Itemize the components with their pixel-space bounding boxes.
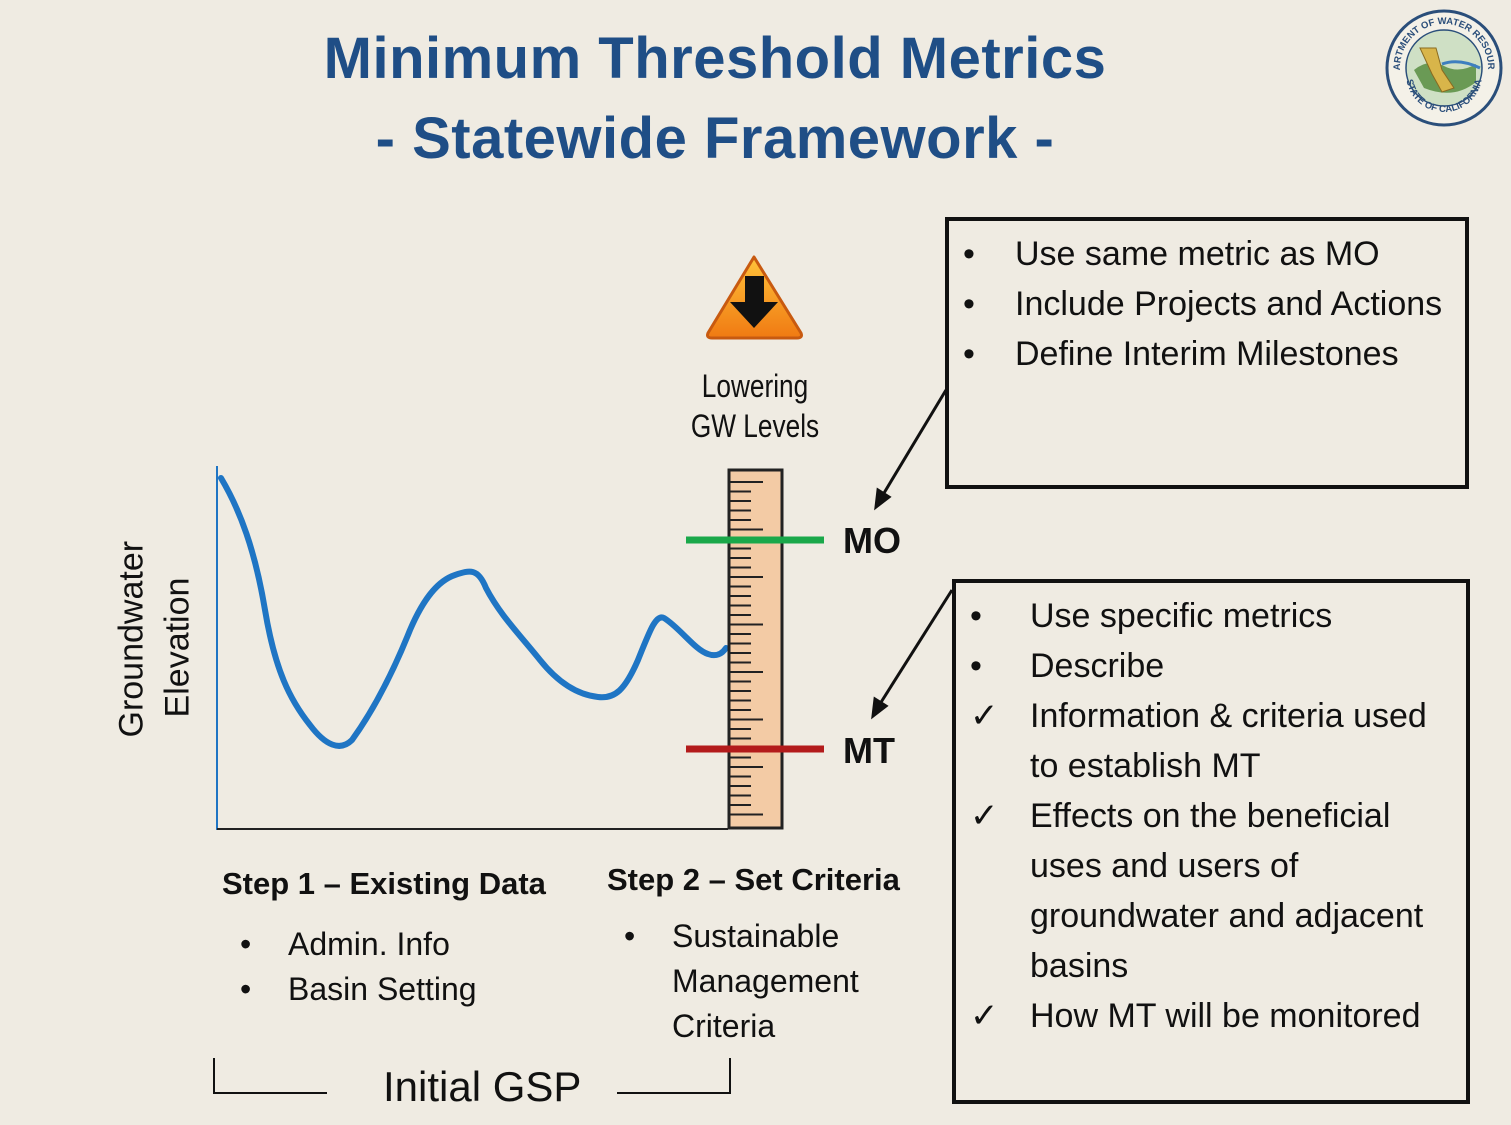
bullet-mark: •	[963, 285, 975, 323]
bullet-mark: •	[624, 918, 636, 954]
list-item: ✓ How MT will be monitored	[970, 991, 1456, 1041]
bullet-mark: •	[240, 926, 252, 962]
list-item-text: Use specific metrics	[1030, 597, 1333, 635]
mt-pointer-arrow	[876, 589, 954, 708]
dwr-seal-logo: DEPARTMENT OF WATER RESOURCES STATE OF C…	[1384, 8, 1503, 127]
measuring-ruler	[727, 468, 784, 830]
list-item-text: Define Interim Milestones	[1015, 335, 1399, 373]
bullet-mark: •	[963, 235, 975, 273]
down-arrow-warning-icon	[706, 255, 803, 340]
list-item: • Describe	[970, 641, 1456, 691]
list-item: • Include Projects and Actions	[963, 279, 1455, 329]
lowering-label-line2: GW Levels	[690, 408, 820, 444]
groundwater-curve	[218, 475, 729, 749]
list-item-text: Basin Setting	[288, 971, 477, 1007]
list-item-text: Sustainable Management Criteria	[672, 918, 859, 1044]
step1-list: • Admin. Info • Basin Setting	[240, 922, 477, 1012]
list-item-text: Effects on the beneficial uses and users…	[1030, 797, 1424, 985]
list-item-text: Use same metric as MO	[1015, 235, 1380, 273]
mt-callout-box: • Use specific metrics • Describe ✓ Informa…	[952, 579, 1470, 1104]
step2-list: • Sustainable Management Criteria	[624, 914, 924, 1049]
bullet-mark: •	[963, 335, 975, 373]
lowering-label-line1: Lowering	[701, 368, 809, 404]
list-item: • Admin. Info	[240, 922, 477, 967]
bullet-mark: •	[240, 971, 252, 1007]
bullet-mark: •	[970, 597, 982, 635]
mo-callout-box: • Use same metric as MO • Include Projects…	[945, 217, 1469, 489]
step1-heading: Step 1 – Existing Data	[222, 866, 546, 901]
checkmark-icon: ✓	[970, 797, 999, 835]
page-subtitle: - Statewide Framework -	[375, 106, 1055, 171]
list-item: ✓ Information & criteria used to establis…	[970, 691, 1456, 791]
list-item: • Use same metric as MO	[963, 229, 1455, 279]
y-axis-label-line2: Elevation	[158, 577, 197, 718]
list-item-text: Admin. Info	[288, 926, 450, 962]
step2-heading: Step 2 – Set Criteria	[607, 862, 900, 897]
list-item: ✓ Effects on the beneficial uses and user…	[970, 791, 1456, 991]
list-item-text: Include Projects and Actions	[1015, 285, 1443, 323]
y-axis-label-line1: Groundwater	[112, 540, 151, 738]
list-item: • Sustainable Management Criteria	[624, 914, 924, 1049]
mo-label: MO	[843, 520, 901, 561]
list-item: • Use specific metrics	[970, 591, 1456, 641]
list-item-text: Information & criteria used to establish…	[1030, 697, 1427, 785]
list-item: • Define Interim Milestones	[963, 329, 1455, 379]
checkmark-icon: ✓	[970, 697, 999, 735]
lowering-gw-label: Lowering GW Levels	[687, 366, 823, 446]
checkmark-icon: ✓	[970, 997, 999, 1035]
mo-pointer-arrow	[879, 389, 948, 499]
bullet-mark: •	[970, 647, 982, 685]
list-item-text: How MT will be monitored	[1030, 997, 1421, 1035]
list-item-text: Describe	[1030, 647, 1165, 685]
initial-gsp-label: Initial GSP	[383, 1063, 582, 1110]
initial-gsp-bracket	[213, 1058, 731, 1094]
mt-label: MT	[843, 730, 895, 771]
page-title: Minimum Threshold Metrics	[323, 26, 1107, 91]
list-item: • Basin Setting	[240, 967, 477, 1012]
